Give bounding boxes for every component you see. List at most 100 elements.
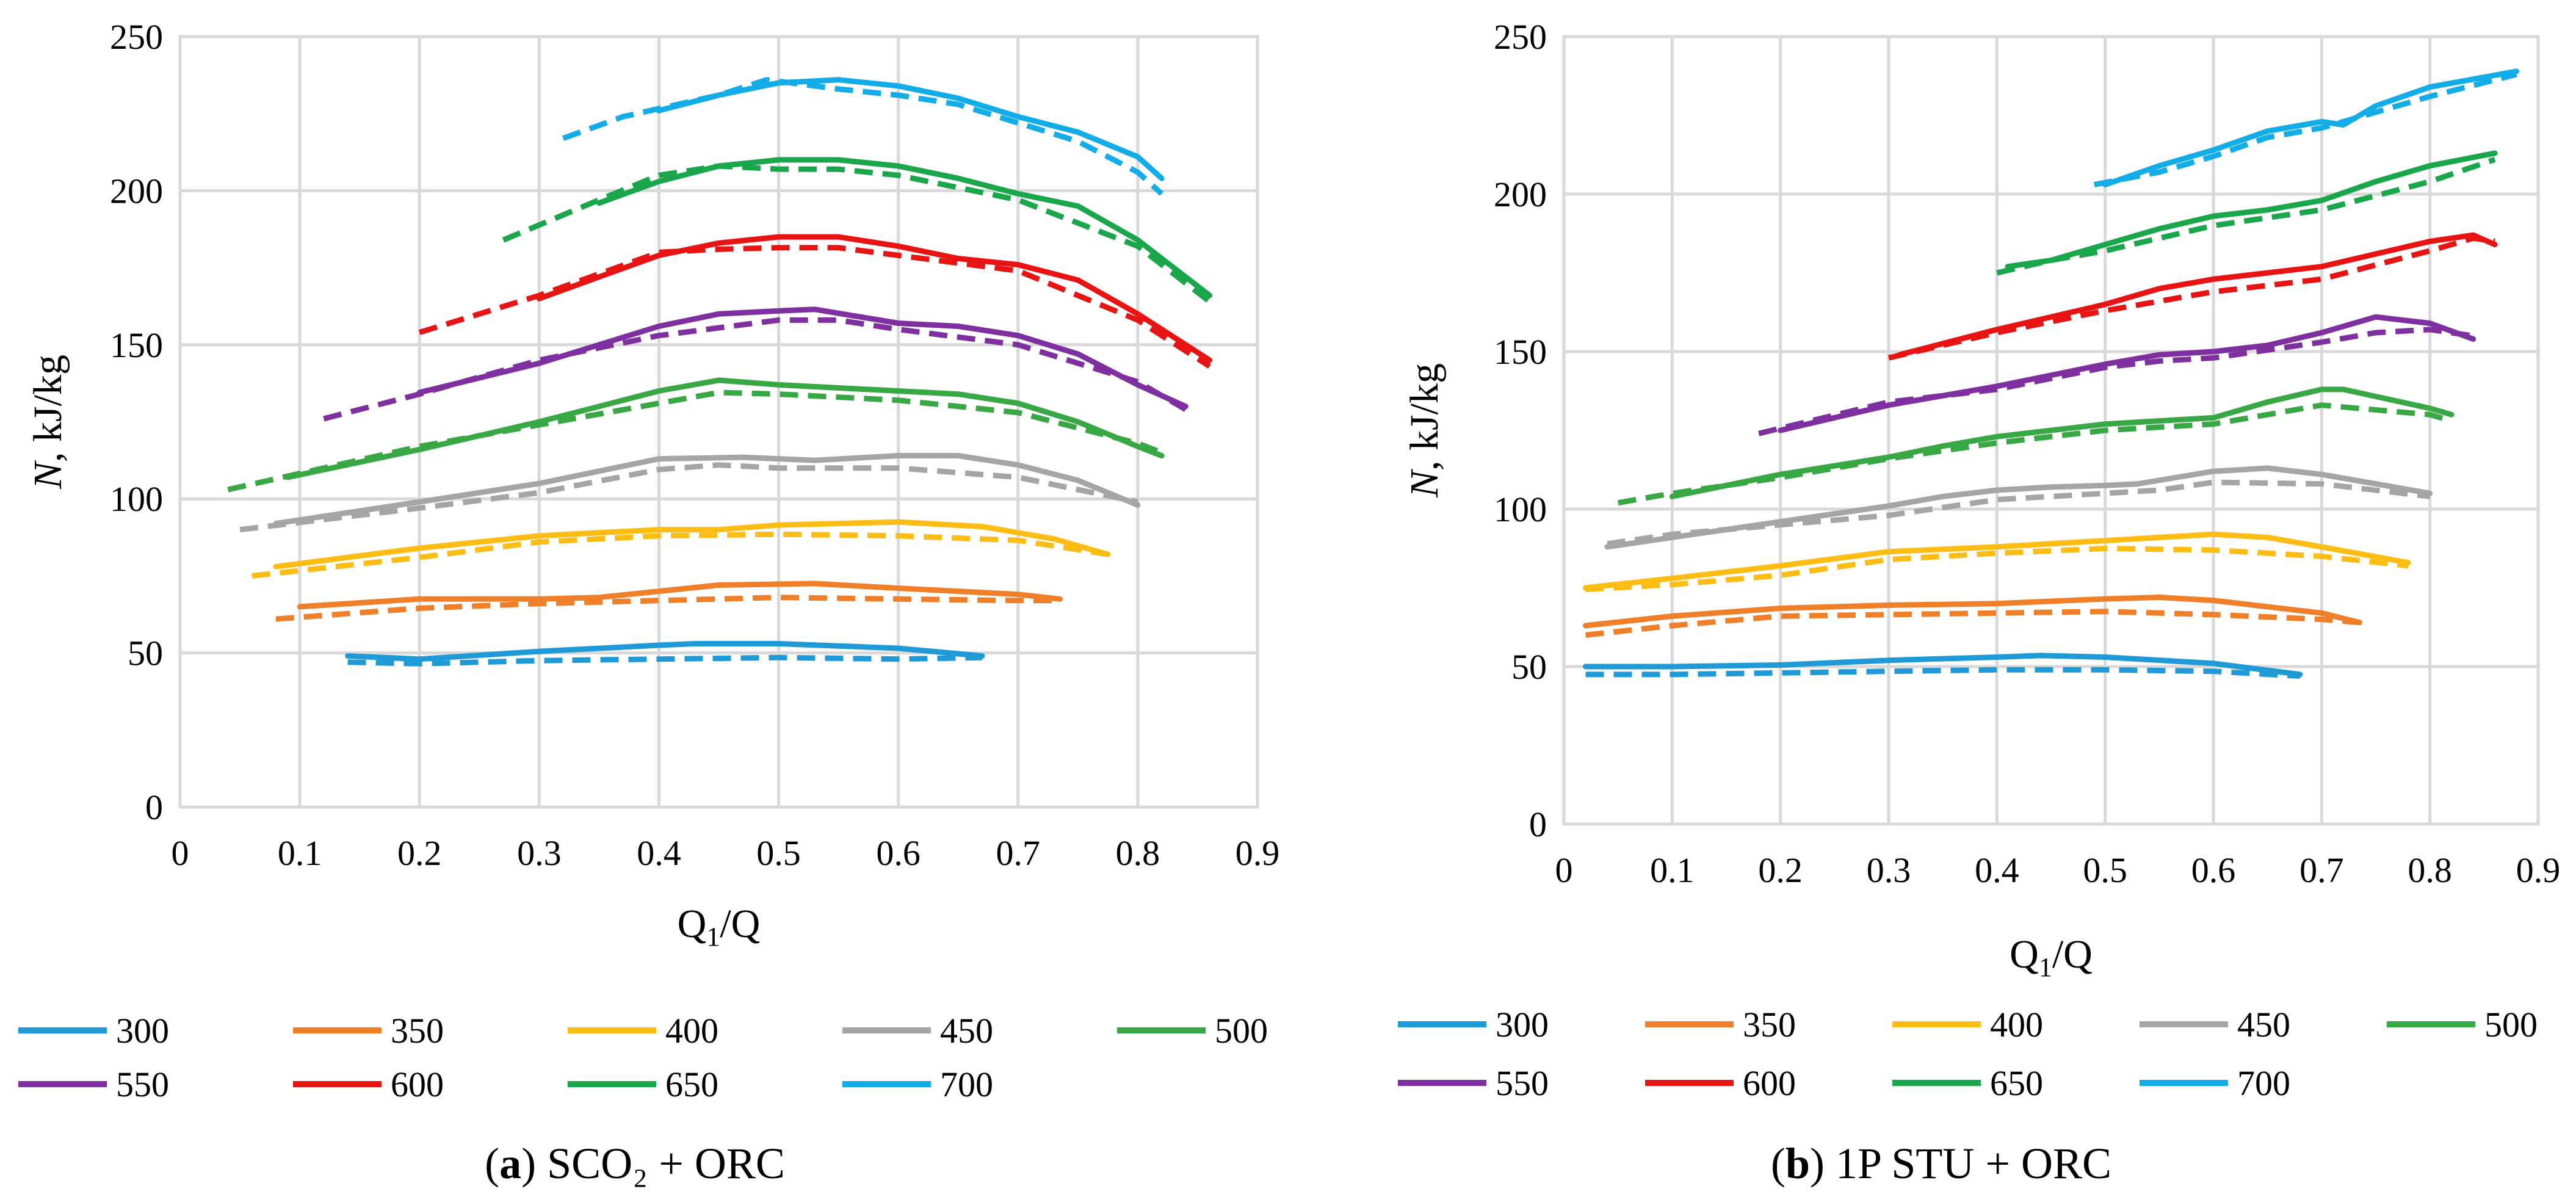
- panel-b-x-tick-label: 0.4: [1975, 850, 2019, 890]
- panel-a-x-tick-label: 0.3: [517, 833, 562, 873]
- panel-b-series-700-dashed-line: [2094, 71, 2517, 187]
- panel-a-y-tick-label: 250: [110, 17, 163, 57]
- panel-b-legend-item-350: 350: [1645, 1005, 1796, 1044]
- panel-b-chart: (b) 1P STU + ORC 0 0.1 0.2 0.3 0.4 0.5 0.6 0.7 0…: [1398, 17, 2560, 1188]
- panel-b-legend-item-600: 600: [1645, 1063, 1796, 1103]
- panel-a-chart: (a) SCO₂ + ORC 0 0.1 0.2 0.3 0.4 0.5 0.6 0.7 0.8…: [18, 17, 1279, 1188]
- panel-b-series-400-dashed-line: [1585, 546, 2409, 593]
- panel-b-y-axis-label: N, kJ/kg: [1402, 363, 1447, 498]
- panel-a-legend-label: 350: [391, 1011, 444, 1051]
- panel-b-series-700-solid-line: [2102, 68, 2519, 187]
- panel-b-legend-label: 450: [2237, 1005, 2290, 1044]
- panel-a-series-550-solid-line: [416, 306, 1189, 410]
- panel-b-legend-label: 600: [1743, 1063, 1796, 1103]
- panel-a-legend-label: 450: [940, 1011, 993, 1051]
- panel-a-legend-item-700: 700: [842, 1065, 993, 1104]
- panel-b-legend-label: 400: [1990, 1005, 2043, 1044]
- panel-a-legend-label: 650: [665, 1065, 718, 1104]
- panel-b-y-tick-label: 150: [1494, 332, 1547, 372]
- panel-b-legend-item-700: 700: [2140, 1063, 2290, 1103]
- panel-b-legend-item-650: 650: [1892, 1063, 2043, 1103]
- panel-b-y-tick-label: 200: [1494, 175, 1547, 214]
- panel-a-x-tick-label: 0: [172, 833, 189, 873]
- panel-b-x-tick-label: 0.3: [1867, 850, 1911, 890]
- panel-a-caption: (a) SCO₂ + ORC: [485, 1139, 785, 1188]
- panel-b-x-tick-label: 0.8: [2408, 850, 2452, 890]
- panel-b-series-350-dashed-line: [1585, 609, 2360, 638]
- panel-a-legend-item-600: 600: [293, 1065, 444, 1104]
- panel-b-x-tick-label: 0.9: [2516, 850, 2561, 890]
- panel-b-legend-item-450: 450: [2140, 1005, 2290, 1044]
- panel-a-series-700-dashed-line: [562, 77, 1164, 196]
- panel-b-legend: 300 350 400 450 500 550 600 650 700: [1398, 1005, 2538, 1103]
- panel-b-x-tick-label: 0.5: [2083, 850, 2127, 890]
- panel-b-x-axis-label: Q1/Q: [2010, 932, 2093, 982]
- panel-a-series-300-dashed-line: [347, 654, 982, 667]
- panel-b-legend-label: 500: [2484, 1005, 2538, 1044]
- panel-b-series-550-solid-line: [1778, 314, 2477, 433]
- panel-a-series-600-dashed-line: [418, 245, 1212, 369]
- panel-b-x-tick-label: 0.7: [2299, 850, 2344, 890]
- panel-a-x-tick-label: 0.5: [756, 833, 801, 873]
- panel-b-legend-item-400: 400: [1892, 1005, 2043, 1044]
- panel-a-series-700-solid-line: [656, 77, 1165, 181]
- panel-b-series-500-solid-line: [1669, 386, 2455, 499]
- panel-a-series-650-solid-line: [596, 157, 1213, 298]
- panel-b-legend-label: 300: [1496, 1005, 1549, 1044]
- panel-b-series-550-dashed-line: [1758, 327, 2474, 436]
- panel-a-series-400-solid-line: [273, 519, 1111, 570]
- panel-b-x-tick-label: 0.2: [1758, 850, 1803, 890]
- panel-b-legend-label: 550: [1496, 1063, 1549, 1103]
- panel-b-series-300-solid-line: [1583, 653, 2303, 678]
- panel-a-legend: 300 350 400 450 500 550 600 650 700: [18, 1011, 1268, 1104]
- panel-b-x-tick-label: 0.6: [2191, 850, 2236, 890]
- panel-b-series-600-solid-line: [1897, 232, 2498, 358]
- panel-a-legend-item-650: 650: [568, 1065, 718, 1104]
- panel-b-y-tick-label: 100: [1494, 490, 1547, 529]
- panel-b-series: [1583, 68, 2519, 679]
- panel-a-legend-label: 400: [665, 1011, 718, 1051]
- panel-a-legend-label: 700: [940, 1065, 993, 1104]
- panel-a-plot-area: [178, 35, 1259, 809]
- panel-a-x-tick-label: 0.7: [996, 833, 1041, 873]
- panel-a-y-tick-label: 0: [145, 787, 163, 827]
- panel-a-legend-label: 550: [116, 1065, 169, 1104]
- panel-b-series-300-dashed-line: [1585, 667, 2301, 679]
- panel-b-plot-area: [1562, 35, 2540, 826]
- panel-a-series-600-solid-line: [536, 234, 1213, 363]
- panel-a-series-350-solid-line: [297, 581, 1063, 610]
- panel-a-legend-label: 300: [116, 1011, 169, 1051]
- panel-a-y-tick-label: 200: [110, 171, 163, 211]
- panel-a-x-tick-label: 0.9: [1236, 833, 1280, 873]
- panel-b-x-tick-label: 0.1: [1650, 850, 1695, 890]
- panel-b-y-tick-label: 0: [1529, 805, 1547, 844]
- panel-a-legend-item-300: 300: [18, 1011, 169, 1051]
- panel-b-legend-label: 700: [2237, 1063, 2290, 1103]
- panel-a-series-450-solid-line: [273, 453, 1141, 527]
- panel-a-series-500-solid-line: [285, 377, 1165, 480]
- panel-b-series-450-solid-line: [1604, 465, 2433, 550]
- panel-a-x-tick-label: 0.6: [876, 833, 921, 873]
- panel-b-legend-label: 650: [1990, 1063, 2043, 1103]
- panel-a-series-300-solid-line: [345, 641, 985, 662]
- panel-a-legend-item-350: 350: [293, 1011, 444, 1051]
- panel-a-legend-item-400: 400: [568, 1011, 718, 1051]
- panel-a-x-tick-label: 0.4: [637, 833, 681, 873]
- panel-b-y-tick-label: 50: [1511, 647, 1547, 687]
- panel-b-series-400-solid-line: [1583, 531, 2411, 591]
- panel-a-legend-label: 600: [391, 1065, 444, 1104]
- panel-a-y-tick-label: 100: [110, 479, 163, 519]
- panel-a-x-tick-label: 0.1: [278, 833, 322, 873]
- panel-b-legend-item-500: 500: [2387, 1005, 2538, 1044]
- panel-a-x-tick-label: 0.8: [1116, 833, 1160, 873]
- panel-a-series-550-dashed-line: [323, 317, 1187, 422]
- panel-a-series-650-dashed-line: [502, 163, 1212, 304]
- panel-a-series: [227, 77, 1213, 667]
- panel-b-legend-item-300: 300: [1398, 1005, 1549, 1044]
- panel-b-caption: (b) 1P STU + ORC: [1771, 1139, 2111, 1188]
- panel-b-legend-item-550: 550: [1398, 1063, 1549, 1103]
- panel-b-y-tick-label: 250: [1494, 17, 1547, 57]
- panel-a-x-tick-label: 0.2: [397, 833, 442, 873]
- panel-b-x-tick-label: 0: [1555, 850, 1573, 890]
